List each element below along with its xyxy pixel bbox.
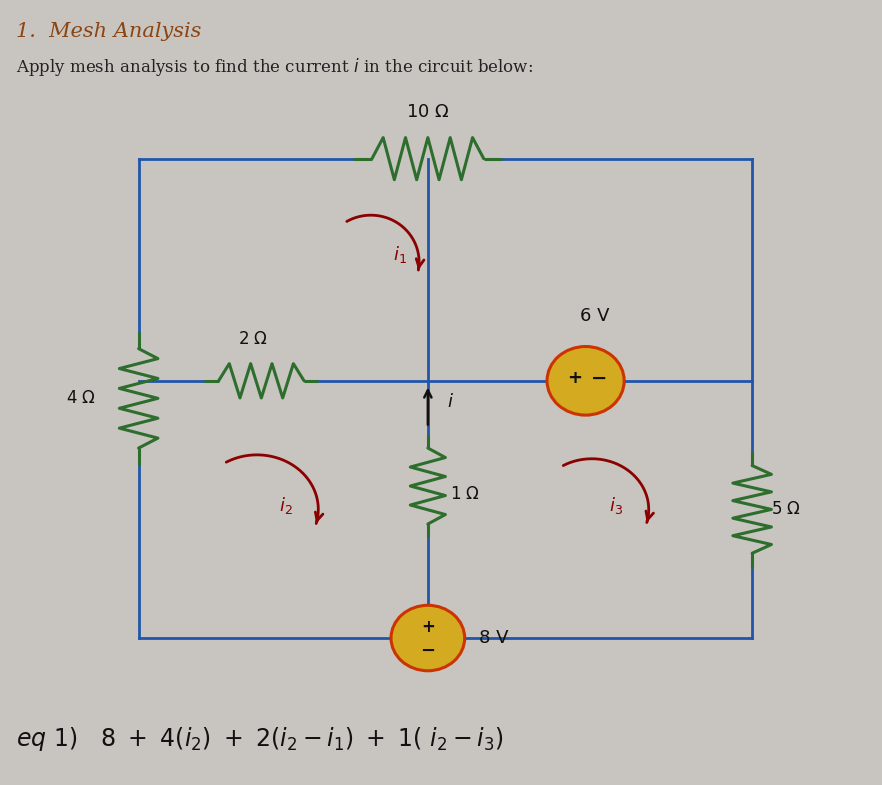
Text: −: − bbox=[421, 641, 436, 659]
Text: $10\ \Omega$: $10\ \Omega$ bbox=[406, 104, 450, 121]
Text: $5\ \Omega$: $5\ \Omega$ bbox=[772, 500, 802, 518]
Text: $i_3$: $i_3$ bbox=[609, 495, 624, 516]
Text: Apply mesh analysis to find the current $i$ in the circuit below:: Apply mesh analysis to find the current … bbox=[16, 56, 533, 78]
Text: 6 V: 6 V bbox=[579, 307, 609, 325]
Text: $4\ \Omega$: $4\ \Omega$ bbox=[66, 389, 96, 407]
Text: $i_2$: $i_2$ bbox=[279, 495, 293, 516]
Text: 1.  Mesh Analysis: 1. Mesh Analysis bbox=[16, 22, 201, 42]
Text: $i$: $i$ bbox=[447, 393, 454, 411]
Text: 8 V: 8 V bbox=[479, 629, 508, 647]
Text: $eq\ 1)\ \ \ 8\ +\ 4(i_2)\ +\ 2(i_2 - i_1)\ +\ 1(\ i_2 - i_3)$: $eq\ 1)\ \ \ 8\ +\ 4(i_2)\ +\ 2(i_2 - i_… bbox=[16, 725, 504, 754]
Text: +: + bbox=[567, 370, 582, 388]
Circle shape bbox=[547, 346, 624, 415]
Text: $1\ \Omega$: $1\ \Omega$ bbox=[450, 485, 480, 503]
Text: −: − bbox=[592, 369, 608, 388]
Text: $i_1$: $i_1$ bbox=[392, 243, 407, 265]
Circle shape bbox=[391, 605, 465, 670]
Text: $2\ \Omega$: $2\ \Omega$ bbox=[237, 330, 267, 348]
Text: +: + bbox=[421, 618, 435, 636]
